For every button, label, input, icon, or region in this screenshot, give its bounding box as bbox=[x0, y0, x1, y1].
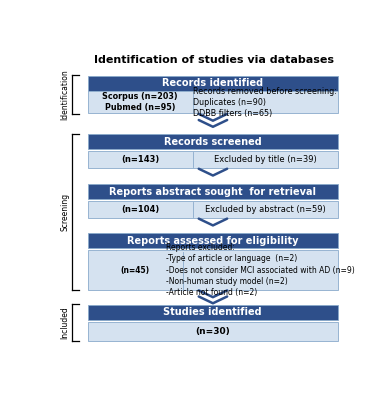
Text: Identification of studies via databases: Identification of studies via databases bbox=[94, 55, 333, 65]
FancyBboxPatch shape bbox=[88, 201, 338, 218]
FancyBboxPatch shape bbox=[88, 234, 338, 248]
FancyBboxPatch shape bbox=[88, 134, 338, 149]
Text: Identification: Identification bbox=[60, 69, 69, 120]
FancyBboxPatch shape bbox=[88, 91, 338, 113]
Text: Studies identified: Studies identified bbox=[163, 307, 262, 317]
Text: (n=143): (n=143) bbox=[121, 155, 159, 164]
Text: Records removed before screening:
Duplicates (n=90)
DDBB filters (n=65): Records removed before screening: Duplic… bbox=[193, 87, 337, 118]
Text: Scorpus (n=203)
Pubmed (n=95): Scorpus (n=203) Pubmed (n=95) bbox=[102, 92, 178, 112]
Text: Excluded by title (n=39): Excluded by title (n=39) bbox=[214, 155, 317, 164]
Text: Reports excluded:
-Type of article or language  (n=2)
-Does not consider MCI ass: Reports excluded: -Type of article or la… bbox=[166, 243, 355, 297]
Text: Reports assessed for eligibility: Reports assessed for eligibility bbox=[127, 236, 299, 246]
Text: Reports abstract sought  for retrieval: Reports abstract sought for retrieval bbox=[109, 186, 316, 196]
Text: (n=45): (n=45) bbox=[121, 266, 150, 274]
FancyBboxPatch shape bbox=[88, 184, 338, 199]
FancyBboxPatch shape bbox=[88, 76, 338, 90]
Text: (n=30): (n=30) bbox=[196, 327, 230, 336]
FancyBboxPatch shape bbox=[88, 322, 338, 341]
FancyBboxPatch shape bbox=[88, 151, 338, 168]
Text: Records screened: Records screened bbox=[164, 137, 262, 147]
Text: Screening: Screening bbox=[60, 193, 69, 231]
Text: (n=104): (n=104) bbox=[121, 205, 159, 214]
FancyBboxPatch shape bbox=[88, 250, 338, 290]
FancyBboxPatch shape bbox=[88, 305, 338, 320]
Text: Records identified: Records identified bbox=[162, 78, 263, 88]
Text: Included: Included bbox=[60, 306, 69, 339]
Text: Excluded by abstract (n=59): Excluded by abstract (n=59) bbox=[205, 205, 326, 214]
